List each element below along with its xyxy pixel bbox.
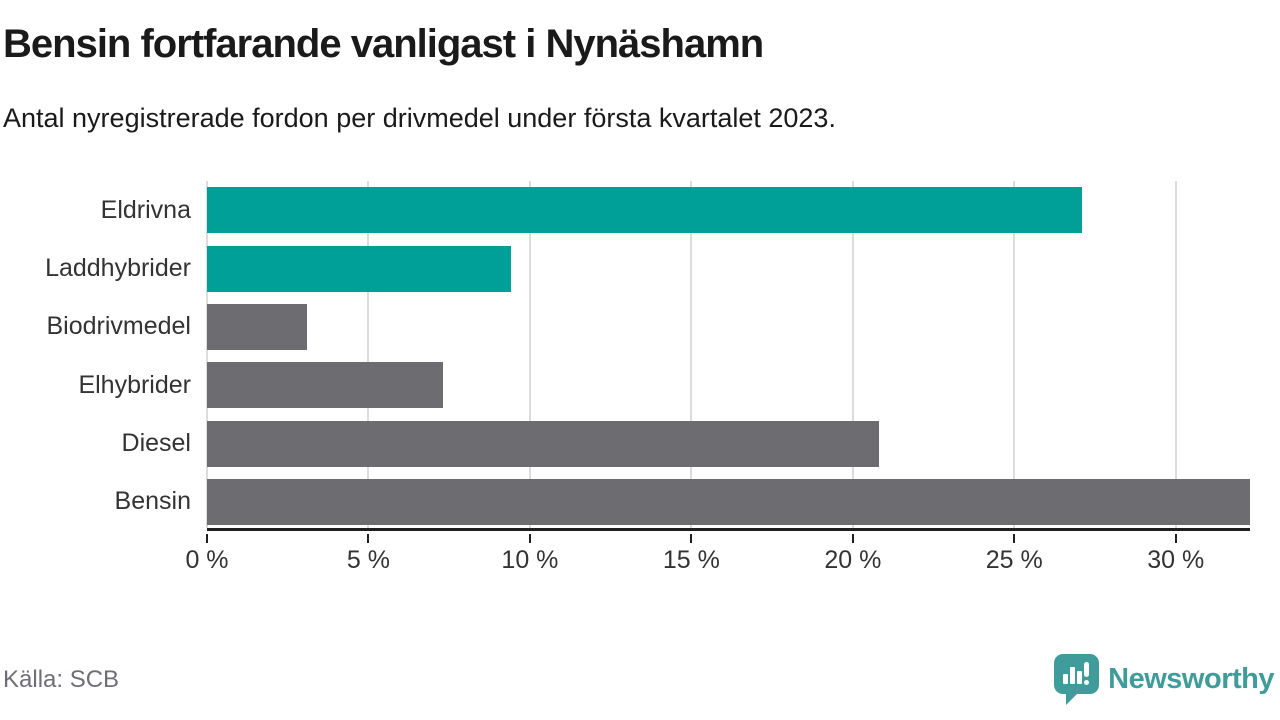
x-tick-label-5: 5 %: [346, 546, 390, 574]
chart-subtitle: Antal nyregistrerade fordon per drivmede…: [3, 103, 836, 133]
bar-laddhybrider: [207, 245, 511, 292]
category-label-biodrivmedel: Biodrivmedel: [46, 312, 191, 341]
chart-title: Bensin fortfarande vanligast i Nynäshamn: [3, 22, 764, 66]
x-axis-ticks: [206, 534, 1250, 543]
x-tick-20: [851, 534, 854, 543]
x-tick-label-15: 15 %: [662, 546, 720, 574]
gridline-15: [690, 181, 693, 528]
source-note: Källa: SCB: [3, 666, 120, 693]
category-label-laddhybrider: Laddhybrider: [45, 253, 191, 282]
gridline-25: [1013, 181, 1016, 528]
gridline-20: [851, 181, 854, 528]
x-axis-tick-labels: 0 % 5 % 10 % 15 % 20 % 25 % 30 %: [185, 546, 1250, 578]
category-label-elhybrider: Elhybrider: [78, 370, 191, 399]
x-tick-15: [690, 534, 693, 543]
gridline-30: [1174, 181, 1177, 528]
category-label-bensin: Bensin: [114, 487, 191, 516]
x-tick-0: [206, 534, 208, 543]
bar-elhybrider: [207, 362, 443, 409]
newsworthy-logo[interactable]: Newsworthy: [1054, 654, 1274, 705]
x-tick-label-10: 10 %: [501, 546, 559, 574]
category-label-diesel: Diesel: [121, 428, 191, 457]
gridline-10: [528, 181, 531, 528]
x-tick-5: [367, 534, 370, 543]
newsworthy-wordmark: Newsworthy: [1108, 663, 1274, 695]
bar-biodrivmedel: [207, 303, 308, 350]
gridline-0: [206, 181, 208, 528]
gridline-5: [367, 181, 370, 528]
newsworthy-logo-icon: [1054, 654, 1100, 705]
bar-bensin: [207, 478, 1250, 525]
x-tick-10: [528, 534, 531, 543]
bar-diesel: [207, 420, 879, 467]
bar-eldrivna: [207, 187, 1083, 234]
category-label-eldrivna: Eldrivna: [100, 195, 191, 224]
x-tick-label-30: 30 %: [1147, 546, 1205, 574]
x-tick-25: [1013, 534, 1016, 543]
y-axis-labels: Eldrivna Laddhybrider Biodrivmedel Elhybrid…: [0, 181, 191, 531]
x-tick-label-0: 0 %: [185, 546, 229, 574]
x-tick-30: [1174, 534, 1177, 543]
x-tick-label-25: 25 %: [985, 546, 1043, 574]
plot-area: [206, 181, 1250, 531]
x-tick-label-20: 20 %: [824, 546, 882, 574]
